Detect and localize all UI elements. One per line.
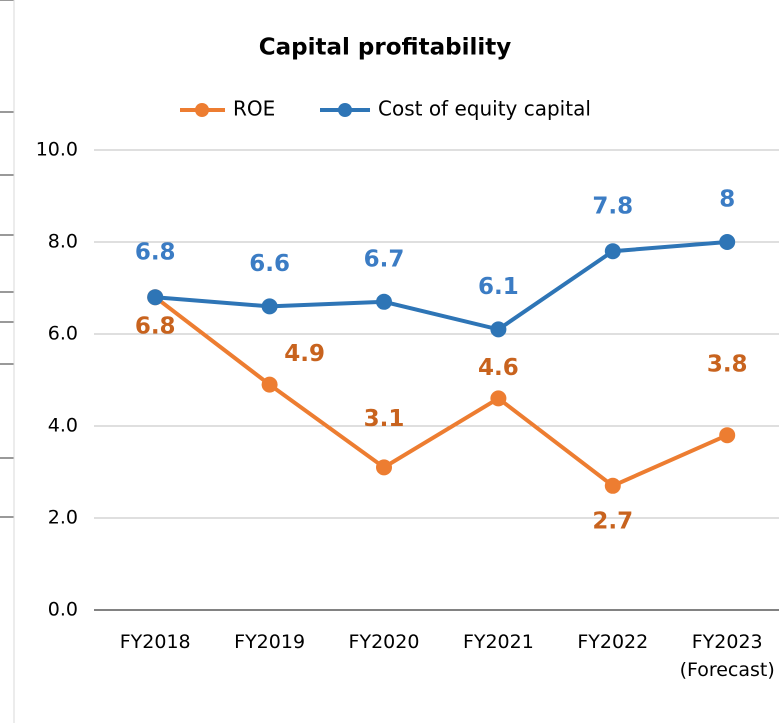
data-label: 8 [719, 187, 735, 213]
data-point [376, 459, 392, 476]
x-tick-label: FY2021 [462, 631, 534, 653]
data-point [490, 321, 507, 338]
x-tick-label: FY2020 [348, 631, 420, 653]
legend-label: Cost of equity capital [378, 97, 591, 121]
data-label: 6.6 [249, 251, 290, 277]
data-point [719, 427, 736, 444]
data-point [604, 243, 621, 260]
y-tick-label: 4.0 [48, 415, 78, 437]
data-label: 3.1 [364, 406, 405, 432]
data-label: 6.7 [364, 246, 405, 272]
x-tick-label: FY2018 [119, 631, 191, 653]
y-tick-label: 8.0 [48, 231, 78, 253]
y-tick-label: 2.0 [48, 507, 78, 529]
data-point [376, 293, 392, 310]
data-label: 7.8 [592, 194, 633, 220]
y-tick-label: 10.0 [36, 139, 78, 161]
x-tick-label: FY2023 (Forecast) [679, 631, 775, 681]
legend-marker [195, 103, 209, 117]
data-label: 4.9 [284, 341, 325, 367]
x-tick-label: FY2019 [234, 631, 306, 653]
data-point [719, 234, 736, 250]
y-tick-label: 6.0 [48, 323, 78, 345]
legend-label: ROE [233, 97, 275, 121]
data-point [490, 390, 507, 407]
legend-marker [338, 103, 352, 117]
y-tick-label: 0.0 [48, 599, 78, 621]
x-tick-label: FY2022 [577, 631, 649, 653]
data-point [261, 376, 278, 393]
data-label: 2.7 [592, 508, 633, 534]
data-label: 3.8 [707, 352, 748, 378]
data-label: 6.1 [478, 274, 519, 300]
data-label: 6.8 [135, 240, 176, 266]
data-point [604, 477, 621, 494]
data-point [147, 289, 164, 306]
series-line [155, 240, 728, 332]
data-label: 6.8 [135, 314, 176, 340]
data-label: 4.6 [478, 355, 519, 381]
series-line [153, 295, 729, 489]
data-point [261, 298, 278, 315]
chart-title: Capital profitability [259, 35, 511, 61]
